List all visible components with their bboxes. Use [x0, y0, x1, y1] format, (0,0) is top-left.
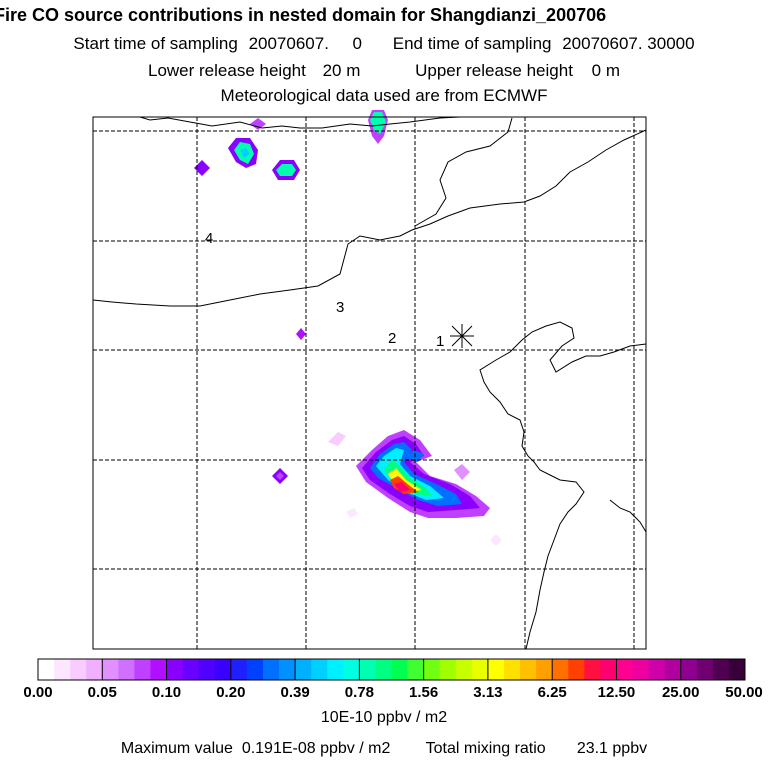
plume-main: [328, 430, 502, 546]
trajectory-label-4: 4: [205, 230, 213, 247]
receptor-star-icon: [450, 324, 474, 348]
colorbar-cell: [198, 659, 216, 680]
colorbar-cell: [279, 659, 296, 680]
max-value: 0.191E-08 ppbv / m2: [241, 740, 391, 757]
colorbar-cell: [150, 659, 167, 680]
colorbar-cell: [455, 659, 473, 680]
colorbar-cell: [311, 659, 328, 680]
colorbar-cell: [680, 659, 698, 680]
upper-release-label: Upper release height: [415, 61, 573, 80]
colorbar-cell: [584, 659, 601, 680]
trajectory-label-2: 2: [388, 330, 396, 347]
meteorological-source: Meteorological data used are from ECMWF: [220, 86, 548, 105]
max-value-label: Maximum value: [120, 740, 233, 757]
colorbar-cell: [54, 659, 71, 680]
colorbar-cell: [520, 659, 537, 680]
colorbar-cell: [696, 659, 714, 680]
colorbar-tick-label: 0.10: [151, 684, 182, 701]
start-time-value: 20070607. 0: [248, 34, 362, 53]
total-mixing-value: 23.1 ppbv: [576, 740, 648, 757]
summary-footer: Maximum value 0.191E-08 ppbv / m2 Total …: [0, 740, 768, 758]
colorbar-cell: [552, 659, 569, 680]
colorbar-cell: [214, 659, 232, 680]
colorbar-cell: [503, 659, 521, 680]
colorbar-cell: [262, 659, 280, 680]
sampling-times: Start time of sampling 20070607. 0 End t…: [0, 34, 768, 54]
colorbar-cell: [118, 659, 135, 680]
boundaries: [92, 116, 647, 650]
trajectory-label-3: 3: [336, 299, 344, 316]
colorbar-cell: [70, 659, 87, 680]
colorbar-cell: [327, 659, 344, 680]
total-mixing-label: Total mixing ratio: [425, 740, 546, 757]
colorbar-cell: [439, 659, 457, 680]
colorbar: [37, 658, 746, 681]
colorbar-cell: [728, 659, 746, 680]
colorbar-cell: [664, 659, 682, 680]
colorbar-cell: [134, 659, 151, 680]
colorbar-tick-label: 6.25: [537, 684, 567, 701]
colorbar-cell: [632, 659, 649, 680]
colorbar-tick-label: 25.00: [661, 684, 700, 701]
colorbar-tick-label: 50.00: [725, 684, 763, 701]
colorbar-cell: [423, 659, 441, 680]
colorbar-cell: [343, 659, 360, 680]
colorbar-cell: [182, 659, 200, 680]
release-heights: Lower release height 20 m Upper release …: [0, 61, 768, 81]
trajectory-label-1: 1: [436, 333, 444, 350]
start-time-label: Start time of sampling: [73, 34, 238, 53]
colorbar-tick-label: 0.05: [87, 684, 117, 701]
colorbar-cell: [246, 659, 264, 680]
colorbar-cell: [295, 659, 312, 680]
colorbar-tick-label: 12.50: [597, 684, 636, 701]
colorbar-cell: [391, 659, 408, 680]
plot-title: Fire CO source contributions in nested d…: [0, 5, 607, 25]
lower-release-value: 20 m: [322, 61, 361, 80]
colorbar-border: [37, 658, 746, 681]
colorbar-cell: [38, 659, 55, 680]
colorbar-tick-label: 0.00: [23, 684, 53, 701]
end-time-label: End time of sampling: [392, 34, 552, 53]
colorbar-cell: [568, 659, 585, 680]
colorbar-unit: 10E-10 ppbv / m2: [320, 709, 448, 726]
end-time-value: 20070607. 30000: [562, 34, 695, 53]
colorbar-cell: [487, 659, 505, 680]
colorbar-cell: [166, 659, 184, 680]
colorbar-cell: [536, 659, 553, 680]
colorbar-cell: [616, 659, 633, 680]
colorbar-cell: [712, 659, 730, 680]
colorbar-cell: [407, 659, 425, 680]
colorbar-cell: [359, 659, 376, 680]
map-frame: [92, 116, 647, 650]
colorbar-cell: [230, 659, 248, 680]
colorbar-cell: [102, 659, 119, 680]
colorbar-cell: [375, 659, 392, 680]
colorbar-tick-label: 0.39: [280, 684, 310, 701]
colorbar-tick-label: 3.13: [473, 684, 503, 701]
upper-release-value: 0 m: [591, 61, 620, 80]
lat-lon-grid: [93, 117, 646, 649]
colorbar-cell: [471, 659, 489, 680]
colorbar-cell: [600, 659, 617, 680]
colorbar-tick-label: 0.78: [344, 684, 374, 701]
lower-release-label: Lower release height: [148, 61, 306, 80]
colorbar-cell: [648, 659, 666, 680]
colorbar-tick-label: 1.56: [409, 684, 439, 701]
colorbar-cell: [86, 659, 103, 680]
colorbar-tick-label: 0.20: [216, 684, 246, 701]
plume-small-patches: [194, 110, 388, 484]
